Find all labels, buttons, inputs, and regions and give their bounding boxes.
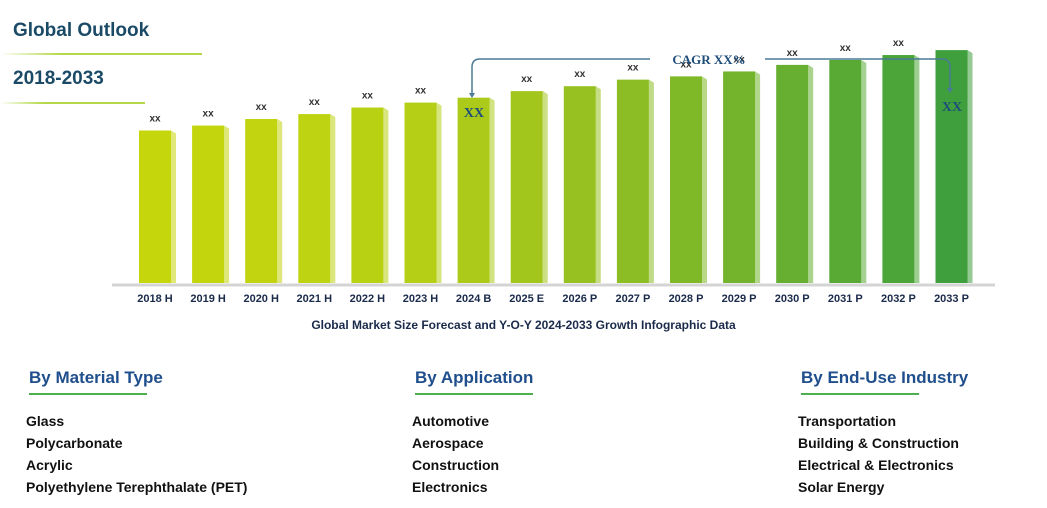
x-tick-label: 2033 P bbox=[934, 293, 969, 305]
bar-data-label: xx bbox=[680, 59, 692, 70]
bar-side bbox=[914, 55, 920, 283]
x-tick-label: 2032 P bbox=[881, 293, 916, 305]
bar-data-label: xx bbox=[415, 86, 427, 97]
bar-data-label: xx bbox=[893, 38, 905, 49]
x-tick-label: 2030 P bbox=[775, 293, 810, 305]
bar bbox=[670, 76, 702, 283]
bar bbox=[510, 91, 543, 284]
bar bbox=[457, 97, 490, 284]
segment-material-type: By Material Type Glass Polycarbonate Acr… bbox=[26, 368, 248, 498]
segment-title: By End-Use Industry bbox=[801, 368, 969, 387]
x-tick-label: 2020 H bbox=[243, 293, 279, 305]
bar bbox=[882, 55, 915, 283]
bar-side bbox=[542, 91, 548, 284]
bar-side bbox=[224, 125, 230, 283]
list-item: Polycarbonate bbox=[26, 435, 123, 451]
list-item: Construction bbox=[412, 457, 500, 473]
bar bbox=[723, 71, 756, 283]
bar-data-label: xx bbox=[574, 69, 586, 80]
segment-underline bbox=[801, 393, 919, 395]
bar-side bbox=[702, 76, 707, 283]
segment-title: By Application bbox=[415, 368, 534, 387]
bar bbox=[563, 86, 596, 283]
bar-data-label: xx bbox=[521, 74, 533, 85]
bar-side bbox=[171, 130, 176, 283]
arrow-head-right bbox=[947, 88, 953, 93]
segment-end-use-industry: By End-Use Industry Transportation Build… bbox=[798, 368, 969, 498]
bar-side bbox=[595, 86, 601, 283]
cagr-bracket-left bbox=[471, 58, 650, 95]
list-item: Aerospace bbox=[412, 435, 484, 451]
x-tick-label: 2019 H bbox=[190, 293, 226, 305]
bar-data-label: xx bbox=[256, 102, 268, 113]
list-item: Electrical & Electronics bbox=[798, 457, 954, 473]
x-tick-label: 2026 P bbox=[562, 293, 597, 305]
market-size-chart: xx 2018 H xx 2019 H xx 2020 H xx 2021 H xx 2022 H… bbox=[112, 38, 995, 305]
segment-application: By Application Automotive Aerospace Cons… bbox=[412, 368, 534, 498]
bar bbox=[829, 59, 862, 284]
list-item: Polyethylene Terephthalate (PET) bbox=[26, 479, 248, 495]
list-item: Electronics bbox=[412, 479, 488, 495]
bar-side bbox=[383, 107, 389, 284]
bar-data-label: xx bbox=[309, 97, 321, 108]
bar-data-label: xx bbox=[362, 91, 374, 102]
list-item: Transportation bbox=[798, 413, 897, 429]
bar bbox=[776, 64, 809, 283]
bar bbox=[935, 50, 968, 284]
bar-side bbox=[861, 59, 867, 284]
x-tick-label: 2022 H bbox=[350, 293, 386, 305]
x-tick-label: 2031 P bbox=[828, 293, 863, 305]
x-tick-label: 2028 P bbox=[669, 293, 704, 305]
list-item: Building & Construction bbox=[798, 435, 959, 451]
bar-side bbox=[648, 79, 654, 283]
bar-side bbox=[489, 97, 495, 284]
segment-title: By Material Type bbox=[29, 368, 163, 387]
arrow-head-left bbox=[469, 93, 475, 98]
bar-side bbox=[755, 71, 761, 283]
x-tick-label: 2021 H bbox=[297, 293, 333, 305]
segment-underline bbox=[29, 393, 147, 395]
bar bbox=[404, 102, 437, 283]
bar-data-label: xx bbox=[787, 48, 799, 59]
bar-side bbox=[808, 64, 814, 283]
page-title: Global Outlook bbox=[13, 20, 150, 41]
bar bbox=[192, 125, 225, 283]
x-tick-label: 2029 P bbox=[722, 293, 757, 305]
bar-data-label: xx bbox=[734, 54, 746, 65]
bar-side bbox=[277, 119, 283, 283]
bar-data-label: xx bbox=[627, 63, 639, 74]
bar bbox=[139, 130, 171, 283]
x-tick-label: 2023 H bbox=[403, 293, 439, 305]
bar-side bbox=[330, 114, 336, 283]
x-tick-label: 2027 P bbox=[615, 293, 650, 305]
list-item: Glass bbox=[26, 413, 65, 429]
bar-data-label: xx bbox=[149, 113, 161, 124]
period-label: 2018-2033 bbox=[13, 68, 104, 89]
list-item: Solar Energy bbox=[798, 479, 885, 495]
list-item: Acrylic bbox=[26, 457, 73, 473]
title-underline bbox=[0, 53, 202, 55]
end-value-label: XX bbox=[942, 100, 962, 115]
bar bbox=[298, 114, 331, 283]
bar-side bbox=[967, 50, 973, 284]
bar bbox=[351, 107, 384, 284]
cagr-bracket-right bbox=[765, 58, 951, 90]
bar-data-label: xx bbox=[203, 109, 215, 120]
period-underline bbox=[0, 102, 145, 104]
bar-data-label: xx bbox=[840, 43, 852, 54]
segment-underline bbox=[415, 393, 533, 395]
x-tick-label: 2024 B bbox=[456, 293, 492, 305]
chart-caption: Global Market Size Forecast and Y-O-Y 20… bbox=[311, 318, 736, 332]
bar bbox=[616, 79, 649, 283]
x-tick-label: 2018 H bbox=[137, 293, 173, 305]
bar bbox=[245, 119, 278, 283]
list-item: Automotive bbox=[412, 413, 489, 429]
bar-side bbox=[436, 102, 442, 283]
cagr-label: CAGR XX% bbox=[672, 52, 745, 67]
x-tick-label: 2025 E bbox=[509, 293, 544, 305]
start-value-label: XX bbox=[464, 106, 484, 121]
